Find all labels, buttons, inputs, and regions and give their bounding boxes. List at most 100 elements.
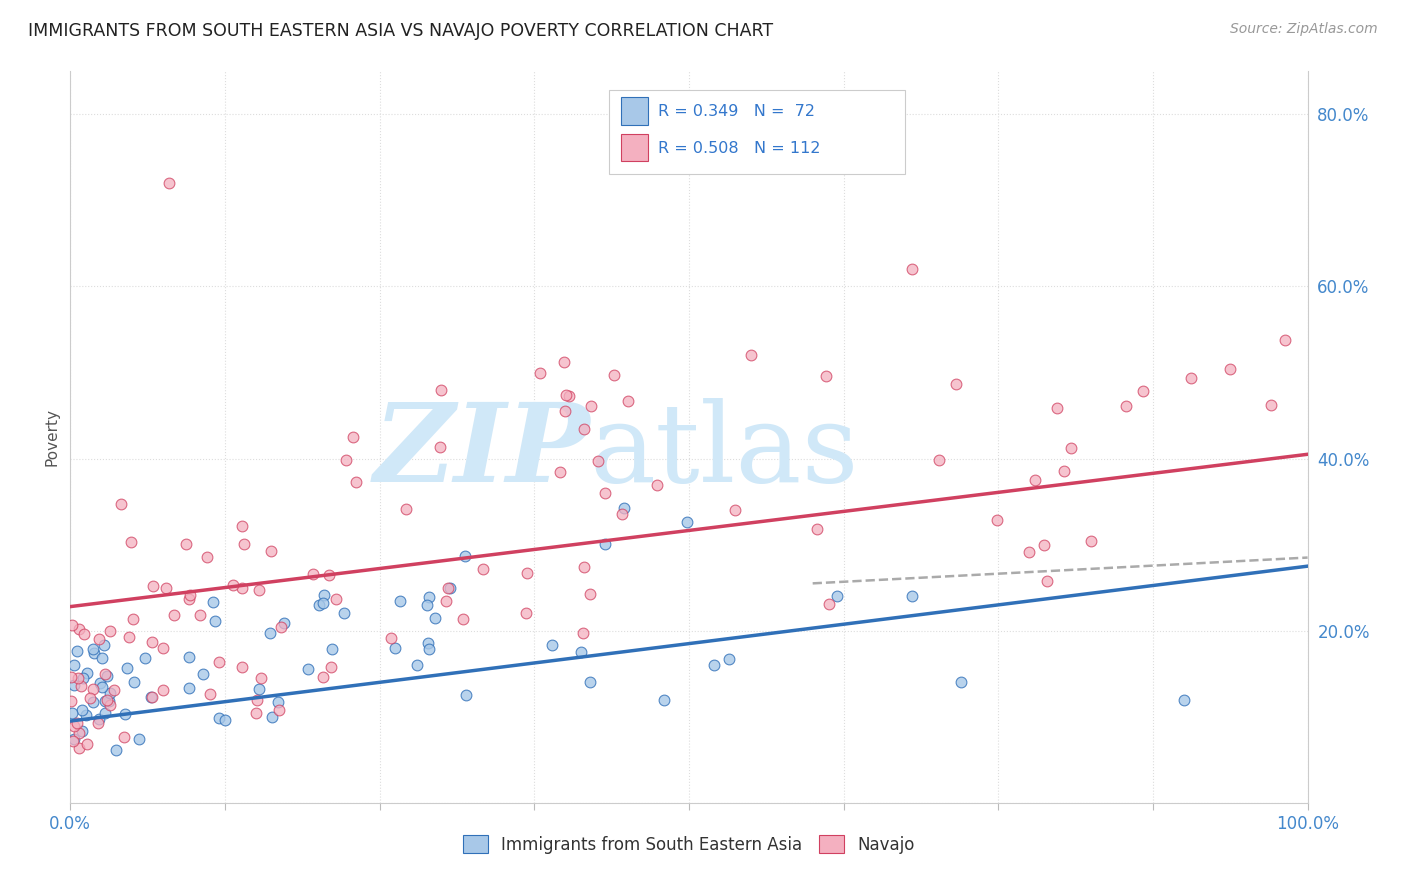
- Point: [321, 659, 343, 673]
- Point: [555, 388, 578, 402]
- Point: [70, 724, 93, 739]
- Point: [333, 606, 356, 620]
- Point: [87, 716, 110, 731]
- Point: [195, 550, 218, 565]
- Point: [389, 593, 412, 607]
- Point: [259, 625, 281, 640]
- Text: R = 0.508   N = 112: R = 0.508 N = 112: [658, 141, 821, 156]
- Point: [308, 598, 330, 612]
- Point: [202, 595, 225, 609]
- Point: [155, 581, 177, 595]
- Point: [122, 675, 145, 690]
- Point: [118, 631, 141, 645]
- Point: [574, 559, 596, 574]
- Point: [724, 503, 747, 517]
- Point: [250, 671, 273, 685]
- Point: [179, 589, 201, 603]
- Text: ZIP: ZIP: [374, 398, 591, 506]
- Point: [115, 660, 138, 674]
- Point: [83, 647, 105, 661]
- Point: [529, 366, 551, 380]
- Point: [1053, 464, 1076, 478]
- Point: [335, 452, 357, 467]
- Point: [434, 594, 457, 608]
- Point: [134, 651, 156, 665]
- Point: [593, 485, 616, 500]
- Point: [1173, 692, 1195, 706]
- Point: [82, 642, 104, 657]
- Point: [114, 706, 136, 721]
- Point: [516, 566, 538, 580]
- Point: [66, 644, 89, 658]
- Point: [558, 389, 581, 403]
- Point: [262, 710, 284, 724]
- Point: [703, 658, 725, 673]
- Point: [60, 618, 83, 632]
- Point: [572, 422, 595, 436]
- Point: [740, 348, 762, 362]
- Point: [553, 355, 575, 369]
- Bar: [621, 97, 648, 125]
- Point: [82, 695, 104, 709]
- Point: [814, 368, 837, 383]
- Point: [454, 549, 477, 563]
- Point: [62, 734, 84, 748]
- Point: [191, 666, 214, 681]
- Point: [603, 368, 626, 383]
- Point: [266, 695, 288, 709]
- Point: [806, 522, 828, 536]
- Point: [152, 683, 174, 698]
- Point: [246, 693, 269, 707]
- Point: [429, 440, 451, 454]
- Point: [610, 508, 633, 522]
- Point: [312, 588, 335, 602]
- Point: [245, 706, 267, 720]
- Point: [406, 657, 429, 672]
- Point: [69, 740, 91, 755]
- Point: [67, 725, 90, 739]
- Point: [1274, 334, 1296, 348]
- Point: [98, 698, 121, 712]
- Point: [418, 590, 440, 604]
- Point: [515, 607, 537, 621]
- Point: [613, 501, 636, 516]
- Point: [204, 615, 226, 629]
- Point: [112, 730, 135, 744]
- Point: [302, 567, 325, 582]
- Point: [1115, 399, 1137, 413]
- Point: [344, 475, 367, 490]
- Point: [617, 394, 640, 409]
- Point: [97, 694, 120, 708]
- Point: [647, 478, 669, 492]
- Point: [76, 737, 98, 751]
- Point: [273, 615, 295, 630]
- Point: [380, 631, 402, 645]
- Point: [79, 691, 101, 706]
- Legend: Immigrants from South Eastern Asia, Navajo: Immigrants from South Eastern Asia, Nava…: [457, 829, 921, 860]
- Point: [87, 712, 110, 726]
- Point: [163, 608, 186, 623]
- Point: [91, 651, 114, 665]
- Point: [179, 681, 201, 695]
- Point: [82, 681, 104, 696]
- Point: [451, 612, 474, 626]
- FancyBboxPatch shape: [609, 90, 905, 174]
- Point: [312, 596, 335, 610]
- Point: [1260, 397, 1282, 411]
- Point: [572, 626, 595, 640]
- Point: [177, 591, 200, 606]
- Point: [1219, 362, 1241, 376]
- Point: [142, 579, 165, 593]
- Point: [900, 262, 922, 277]
- Point: [1080, 534, 1102, 549]
- Point: [75, 708, 97, 723]
- Point: [818, 597, 841, 611]
- Point: [157, 176, 180, 190]
- Point: [139, 690, 162, 704]
- Point: [98, 686, 121, 700]
- Point: [1036, 574, 1059, 589]
- Point: [827, 589, 849, 603]
- Point: [269, 703, 291, 717]
- Point: [122, 612, 145, 626]
- Point: [73, 627, 96, 641]
